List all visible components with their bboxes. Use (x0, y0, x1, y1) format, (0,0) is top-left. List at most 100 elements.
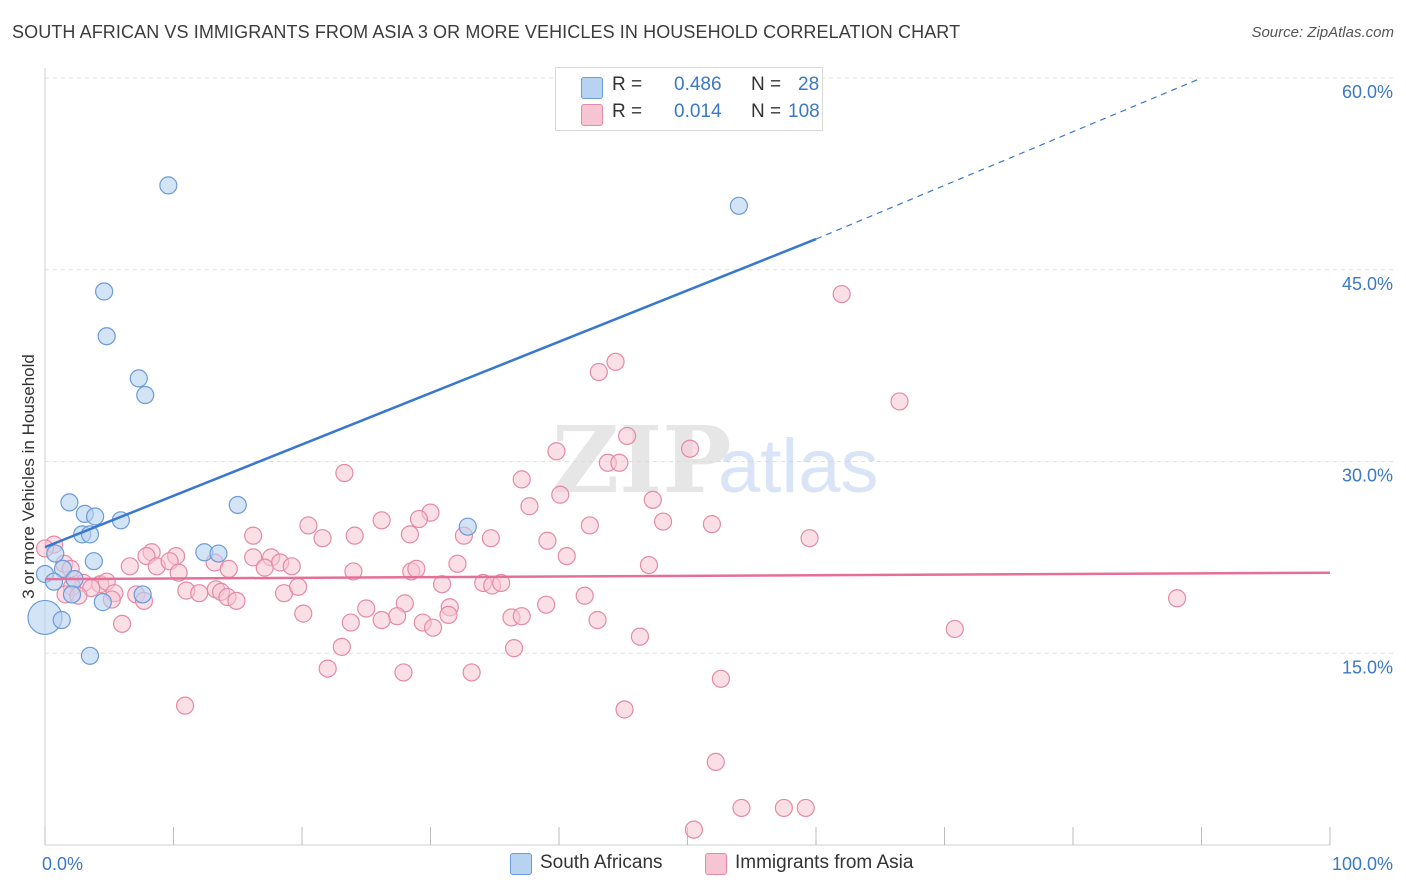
pink-series-points (35, 284, 1187, 839)
data-point-south-africans (52, 610, 71, 630)
legend-label-south-africans: South Africans (540, 852, 663, 873)
data-point-immigrants-from-asia (520, 497, 539, 516)
data-point-south-africans (93, 593, 112, 612)
data-point-south-africans (46, 544, 65, 563)
axes (44, 68, 1331, 846)
data-point-immigrants-from-asia (439, 605, 458, 625)
x-tick-label: 100.0% (1332, 854, 1393, 874)
series-legend: South Africans Immigrants from Asia (0, 852, 1406, 878)
data-point-immigrants-from-asia (481, 529, 500, 548)
data-point-immigrants-from-asia (357, 599, 376, 618)
legend-swatch-pink (581, 104, 603, 126)
data-point-south-africans (133, 585, 152, 604)
data-point-immigrants-from-asia (492, 573, 511, 593)
data-point-immigrants-from-asia (282, 557, 301, 576)
y-tick-label: 45.0% (1342, 274, 1393, 294)
data-point-immigrants-from-asia (512, 470, 531, 489)
data-point-immigrants-from-asia (774, 798, 793, 818)
data-point-immigrants-from-asia (318, 659, 337, 678)
data-point-immigrants-from-asia (423, 618, 443, 637)
data-point-immigrants-from-asia (219, 559, 238, 578)
trendline-south-africans-extension (815, 77, 1202, 240)
data-point-immigrants-from-asia (335, 463, 354, 483)
legend-swatch-blue (510, 853, 532, 875)
data-point-immigrants-from-asia (504, 639, 524, 658)
data-point-immigrants-from-asia (615, 700, 634, 719)
data-point-immigrants-from-asia (606, 352, 625, 371)
data-point-south-africans (97, 327, 116, 346)
data-point-immigrants-from-asia (551, 485, 570, 504)
data-point-immigrants-from-asia (684, 820, 704, 839)
legend-n-label: N = (751, 74, 782, 95)
legend-n-label: N = (751, 101, 782, 122)
data-point-south-africans (84, 552, 103, 571)
data-point-immigrants-from-asia (190, 584, 209, 603)
data-point-south-africans (62, 585, 82, 604)
data-point-immigrants-from-asia (1167, 589, 1187, 608)
chart-title: SOUTH AFRICAN VS IMMIGRANTS FROM ASIA 3 … (12, 22, 961, 42)
axis-labels: 15.0% 30.0% 45.0% 60.0% 0.0% 100.0% 3 or more … (19, 82, 1393, 874)
data-point-immigrants-from-asia (512, 607, 531, 626)
data-point-immigrants-from-asia (547, 442, 566, 461)
data-point-immigrants-from-asia (800, 529, 819, 548)
data-point-immigrants-from-asia (732, 798, 751, 818)
data-point-immigrants-from-asia (289, 577, 308, 596)
data-point-immigrants-from-asia (630, 627, 650, 646)
watermark-atlas: atlas (718, 424, 879, 509)
data-point-immigrants-from-asia (890, 392, 909, 411)
data-point-south-africans (159, 176, 178, 195)
legend-swatch-pink (705, 853, 727, 875)
legend-r-value: 0.486 (674, 74, 722, 95)
data-point-immigrants-from-asia (227, 591, 246, 610)
data-point-immigrants-from-asia (639, 555, 659, 575)
data-point-south-africans (95, 282, 114, 301)
data-point-immigrants-from-asia (432, 575, 452, 594)
y-tick-label: 60.0% (1342, 82, 1393, 102)
data-point-immigrants-from-asia (407, 559, 426, 578)
y-tick-label: 15.0% (1342, 657, 1393, 677)
data-point-south-africans (80, 646, 100, 665)
watermark-zip: ZIP (552, 406, 731, 514)
data-point-immigrants-from-asia (588, 610, 607, 630)
correlation-legend: R = 0.486 N = 28 R = 0.014 N = 108 (555, 67, 823, 131)
data-point-immigrants-from-asia (387, 607, 407, 626)
data-point-immigrants-from-asia (169, 563, 188, 582)
legend-n-value: 28 (798, 74, 820, 95)
data-point-immigrants-from-asia (610, 453, 629, 472)
data-point-immigrants-from-asia (112, 614, 132, 633)
data-point-immigrants-from-asia (575, 586, 594, 605)
data-point-immigrants-from-asia (255, 558, 274, 577)
data-point-immigrants-from-asia (341, 613, 360, 632)
data-point-immigrants-from-asia (462, 663, 481, 682)
data-point-immigrants-from-asia (618, 426, 637, 446)
data-point-immigrants-from-asia (372, 511, 391, 530)
data-point-immigrants-from-asia (537, 595, 556, 614)
data-point-immigrants-from-asia (945, 619, 964, 639)
data-point-immigrants-from-asia (299, 516, 318, 535)
data-point-immigrants-from-asia (680, 439, 700, 458)
legend-label-immigrants-from-asia: Immigrants from Asia (735, 852, 914, 873)
data-point-immigrants-from-asia (345, 526, 364, 545)
data-point-immigrants-from-asia (796, 798, 815, 818)
data-point-immigrants-from-asia (244, 526, 263, 545)
data-point-south-africans (86, 507, 105, 526)
y-tick-label: 30.0% (1342, 466, 1393, 486)
legend-n-value: 108 (788, 101, 820, 122)
data-point-south-africans (129, 369, 148, 388)
data-point-immigrants-from-asia (313, 529, 332, 548)
data-point-immigrants-from-asia (244, 548, 263, 567)
data-point-immigrants-from-asia (706, 752, 725, 772)
legend-r-value: 0.014 (674, 101, 722, 122)
data-point-immigrants-from-asia (557, 546, 576, 566)
data-point-immigrants-from-asia (589, 362, 608, 382)
data-point-immigrants-from-asia (332, 637, 351, 656)
data-point-immigrants-from-asia (643, 490, 662, 509)
trendline-immigrants-from-asia (44, 571, 1331, 581)
blue-series-points (27, 176, 749, 665)
data-point-immigrants-from-asia (294, 604, 313, 623)
data-point-south-africans (53, 559, 73, 578)
data-point-immigrants-from-asia (702, 515, 722, 534)
x-tick-label: 0.0% (42, 854, 83, 874)
watermark: ZIP atlas (552, 406, 879, 514)
